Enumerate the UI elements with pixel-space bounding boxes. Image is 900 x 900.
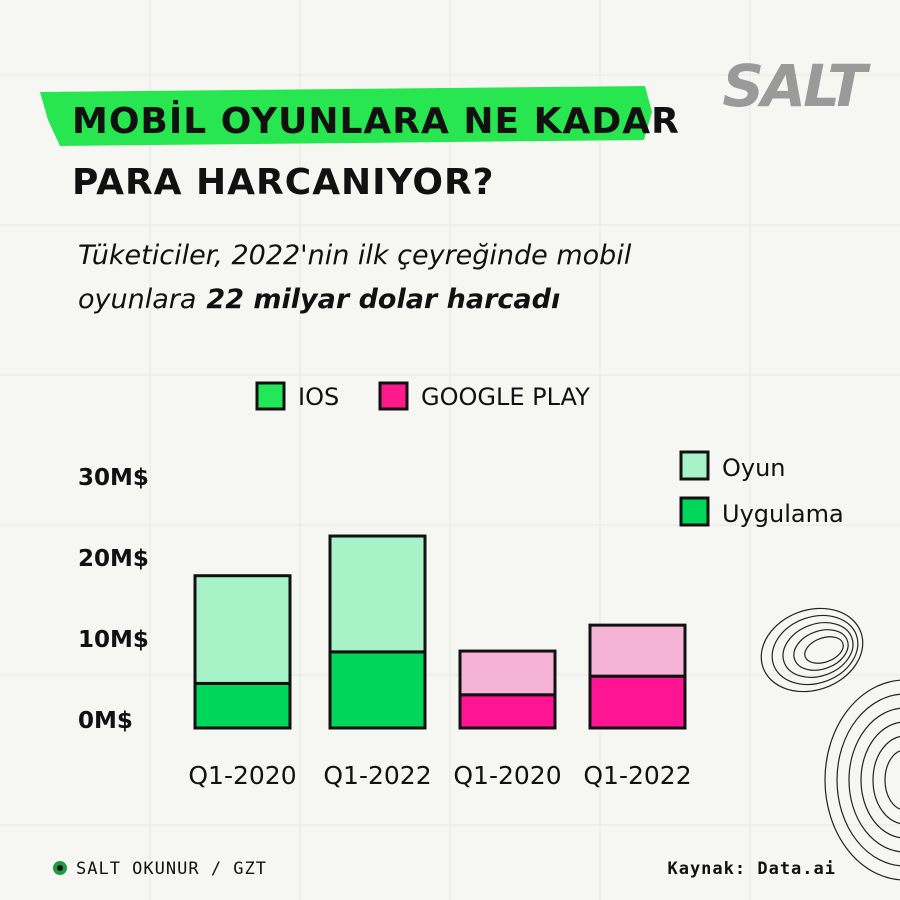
title-highlighted: MOBİL OYUNLARA NE KADAR xyxy=(72,100,680,142)
bar-segment xyxy=(193,574,292,685)
bar-segment xyxy=(588,674,687,730)
logo: SALT xyxy=(722,52,871,120)
bar-segment xyxy=(458,649,557,697)
legend-swatch xyxy=(378,381,409,411)
legend-label: Oyun xyxy=(722,454,786,482)
subtitle-line2: oyunlara 22 milyar dolar harcadı xyxy=(78,284,560,315)
bar-segment xyxy=(588,623,687,678)
bar-segment xyxy=(328,650,427,730)
legend-label: IOS xyxy=(298,383,339,411)
y-tick-label: 0M$ xyxy=(78,708,133,734)
y-tick-label: 10M$ xyxy=(78,627,149,653)
legend-swatch xyxy=(679,496,710,527)
legend-label: Uygulama xyxy=(722,500,844,528)
subtitle-line1: Tüketiciler, 2022'nin ilk çeyreğinde mob… xyxy=(78,240,632,271)
x-tick-label: Q1-2020 xyxy=(453,761,561,790)
footer-dot-inner xyxy=(57,865,63,871)
x-tick-label: Q1-2022 xyxy=(323,761,431,790)
legend-swatch xyxy=(255,381,286,411)
subtitle-emphasis: 22 milyar dolar harcadı xyxy=(206,284,560,315)
source: Kaynak: Data.ai xyxy=(667,859,836,879)
x-tick-label: Q1-2020 xyxy=(188,761,296,790)
y-tick-label: 30M$ xyxy=(78,465,149,491)
footer: SALT OKUNUR / GZT xyxy=(76,859,267,879)
y-tick-label: 20M$ xyxy=(78,546,149,572)
title-highlight xyxy=(40,86,652,146)
bar-segment xyxy=(458,693,557,730)
decoration xyxy=(760,607,900,881)
bar-segment xyxy=(193,681,292,730)
subtitle-line2-text: oyunlara xyxy=(78,284,196,315)
legend-label: GOOGLE PLAY xyxy=(421,383,590,411)
bar-segment xyxy=(328,534,427,654)
legend-swatch xyxy=(679,450,710,481)
x-tick-label: Q1-2022 xyxy=(583,761,691,790)
title: PARA HARCANIYOR? xyxy=(72,162,495,203)
